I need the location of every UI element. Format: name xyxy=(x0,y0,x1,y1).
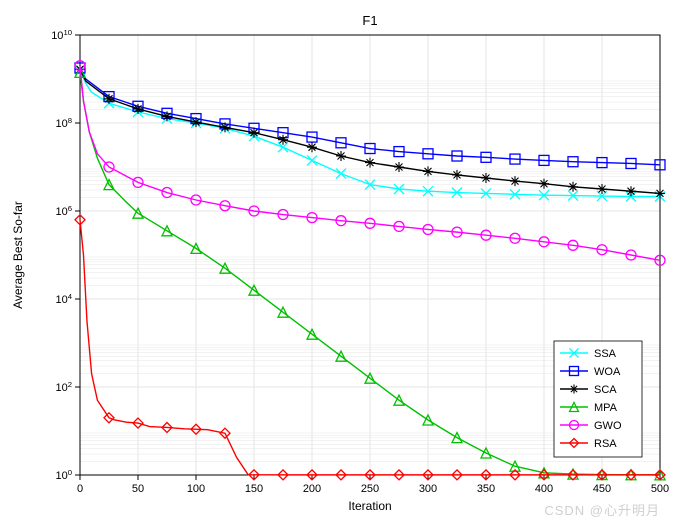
watermark: CSDN @心升明月 xyxy=(544,500,660,519)
svg-text:300: 300 xyxy=(419,483,437,495)
svg-text:SSA: SSA xyxy=(594,348,617,360)
svg-text:0: 0 xyxy=(77,483,83,495)
svg-text:SCA: SCA xyxy=(594,384,617,396)
svg-text:100: 100 xyxy=(187,483,205,495)
svg-text:104: 104 xyxy=(55,292,72,307)
svg-text:GWO: GWO xyxy=(594,420,622,432)
svg-text:Average Best So-far: Average Best So-far xyxy=(11,201,25,309)
svg-text:150: 150 xyxy=(245,483,263,495)
legend: SSA WOA SCA MPA GWO RSA xyxy=(554,341,642,457)
svg-text:106: 106 xyxy=(55,204,72,219)
svg-text:108: 108 xyxy=(55,116,72,131)
svg-text:400: 400 xyxy=(535,483,553,495)
svg-text:F1: F1 xyxy=(362,13,377,28)
chart-svg: 0 50 100 150 200 250 300 350 400 450 500 100 102 104 1… xyxy=(0,0,700,525)
svg-text:102: 102 xyxy=(55,380,72,395)
svg-text:MPA: MPA xyxy=(594,402,618,414)
svg-text:350: 350 xyxy=(477,483,495,495)
svg-text:1010: 1010 xyxy=(51,28,72,43)
svg-text:50: 50 xyxy=(132,483,144,495)
svg-text:450: 450 xyxy=(593,483,611,495)
svg-text:Iteration: Iteration xyxy=(348,499,391,513)
svg-text:WOA: WOA xyxy=(594,366,621,378)
svg-text:250: 250 xyxy=(361,483,379,495)
svg-text:100: 100 xyxy=(55,468,72,483)
svg-text:RSA: RSA xyxy=(594,438,617,450)
svg-text:500: 500 xyxy=(651,483,669,495)
svg-text:200: 200 xyxy=(303,483,321,495)
chart-container: 0 50 100 150 200 250 300 350 400 450 500 100 102 104 1… xyxy=(0,0,700,525)
